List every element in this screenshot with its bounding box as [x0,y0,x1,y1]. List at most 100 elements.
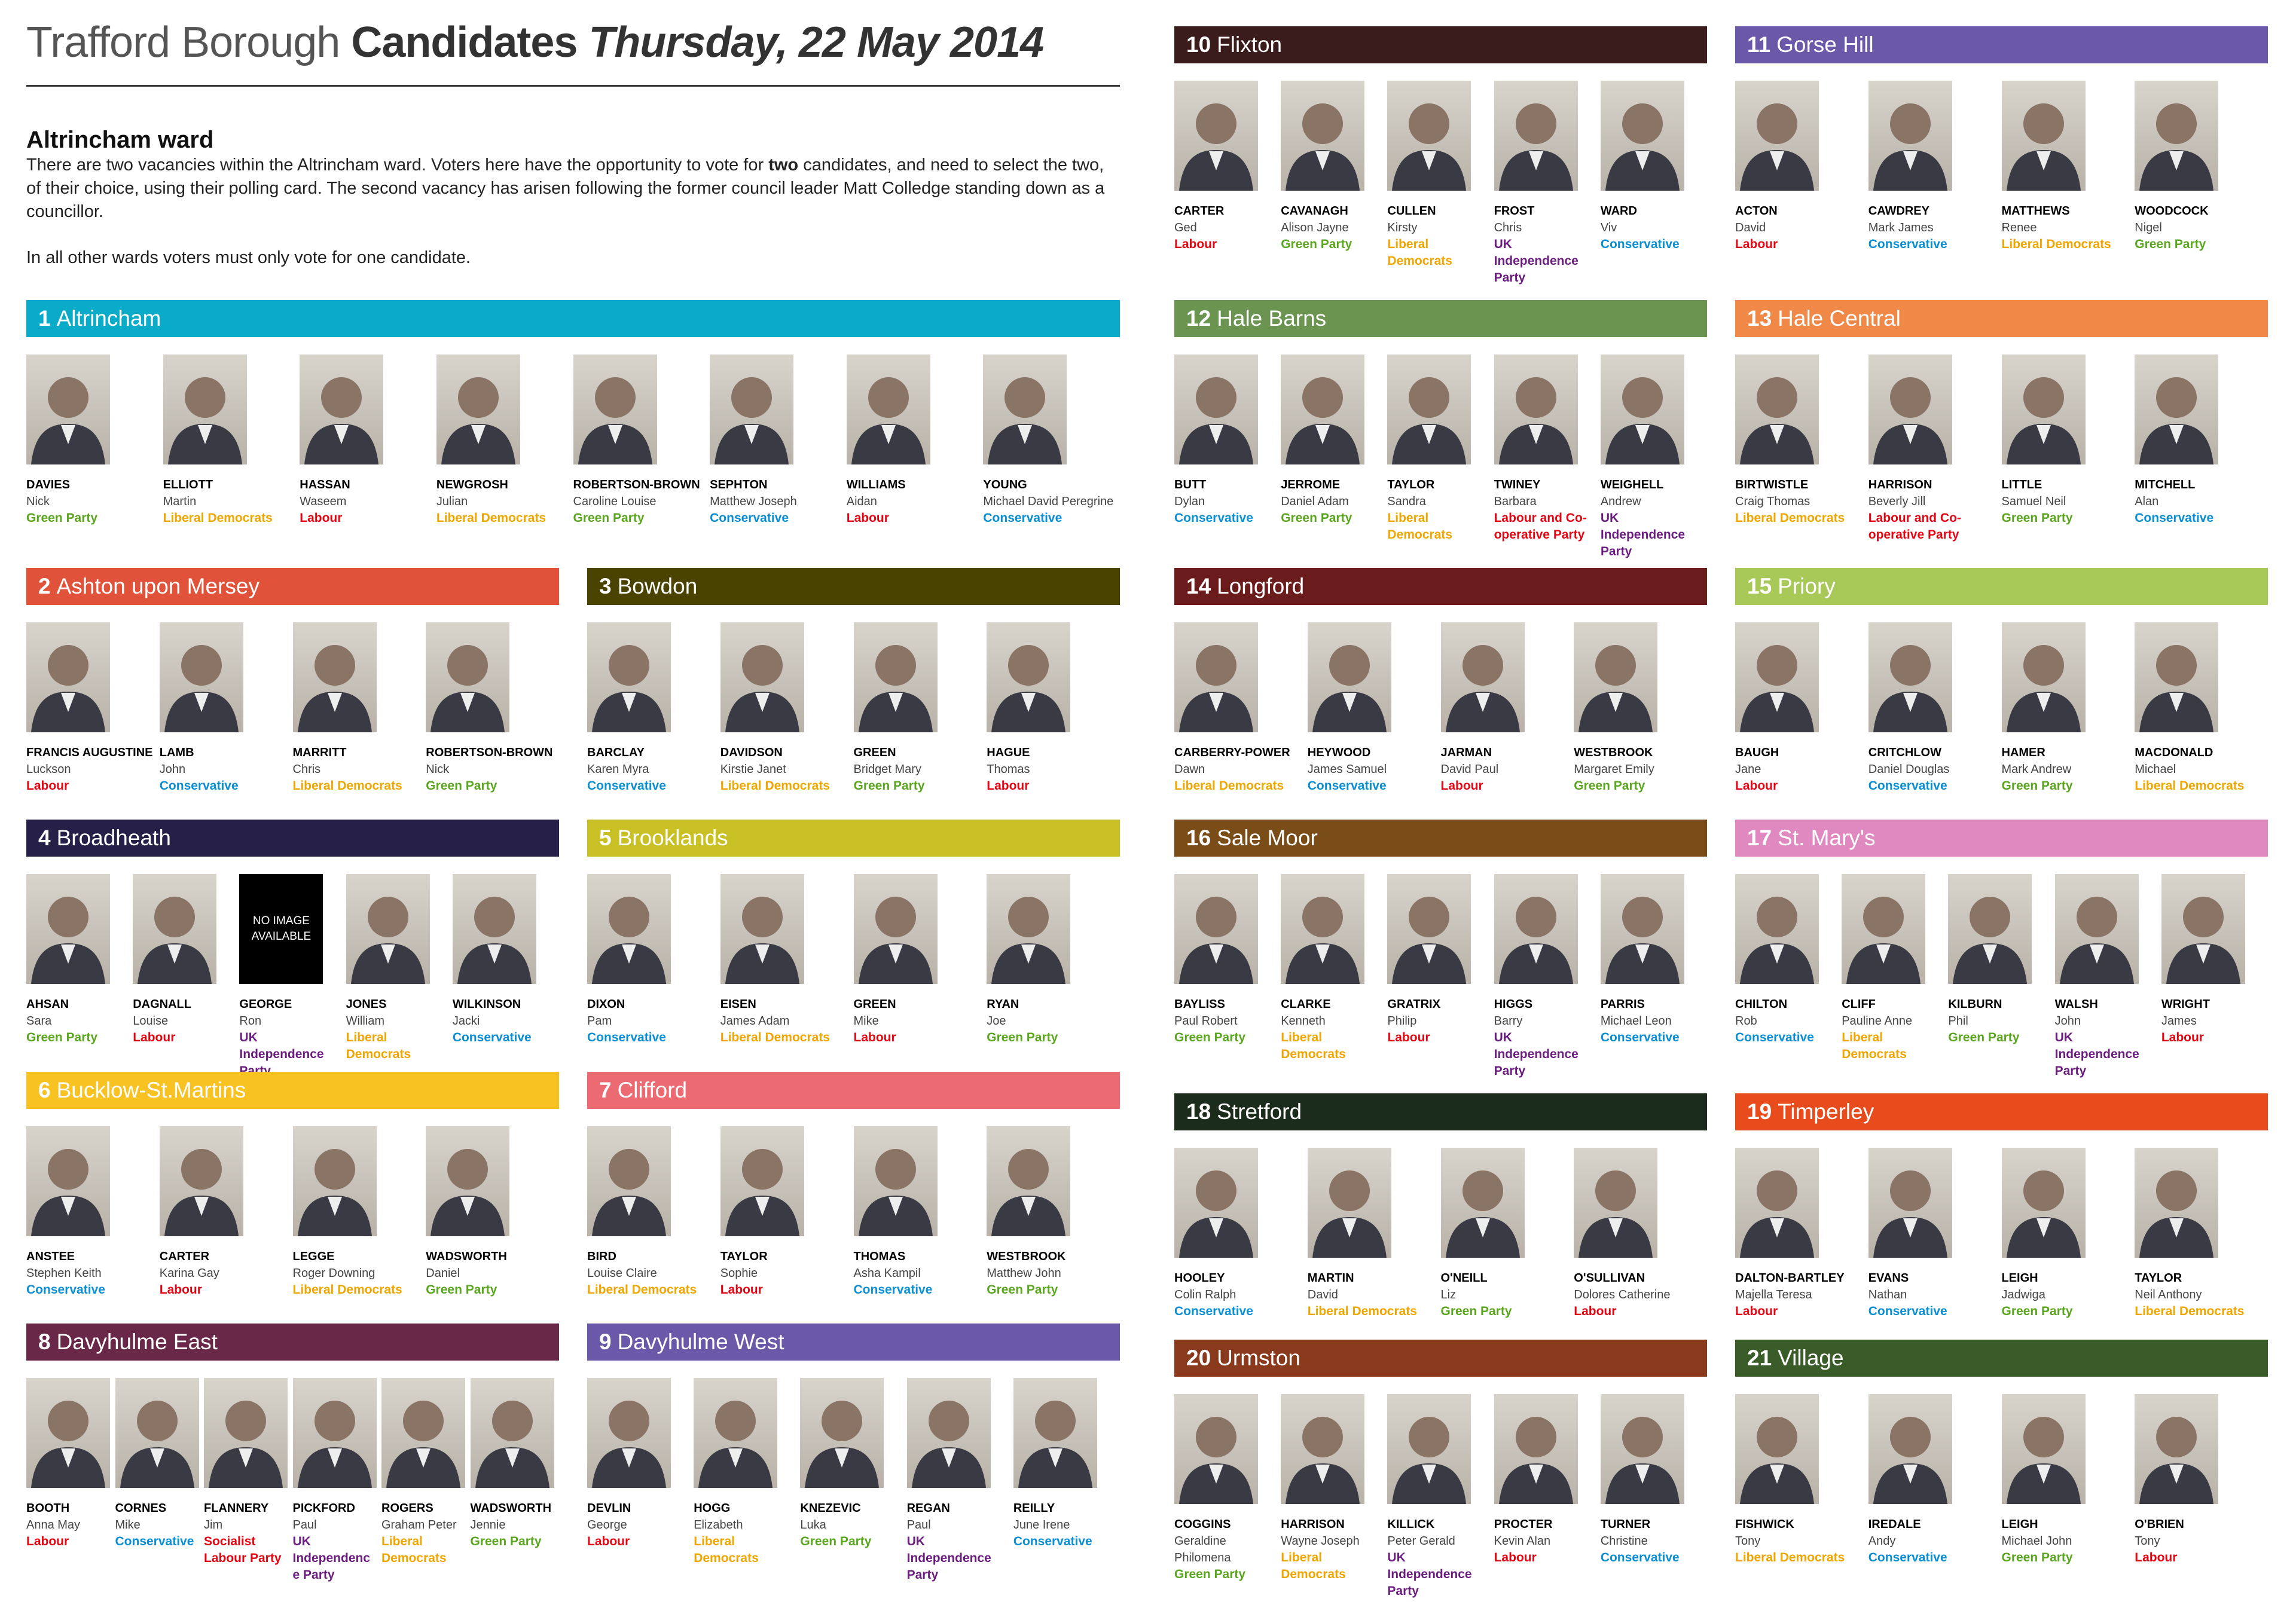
candidate-surname: KNEZEVIC [800,1502,861,1515]
ward-17: 17 St. Mary's CHILTON Rob Conservative CLIFF P… [1735,820,2268,1080]
candidate-surname: FLANNERY [204,1502,269,1515]
candidate: REILLY June Irene Conservative [1013,1378,1120,1584]
candidate-forenames: Ron [239,1014,262,1028]
candidate-photo [983,354,1067,464]
candidate-list: CHILTON Rob Conservative CLIFF Pauline Anne L… [1735,874,2268,1080]
ward-number: 2 [38,574,51,598]
candidate-party: Liberal Democrats [1387,237,1452,268]
candidate-forenames: Louise Claire [587,1267,657,1280]
candidate-surname: ROBERTSON-BROWN [426,746,553,759]
candidate-surname: GREEN [853,746,896,759]
candidate-forenames: Samuel Neil [2001,495,2066,508]
candidate-forenames: Nigel [2135,221,2162,234]
candidate-surname: ROGERS [381,1502,433,1515]
candidate-forenames: Jim [204,1518,223,1532]
candidate-forenames: Daniel [426,1267,460,1280]
candidate-photo [846,354,930,464]
candidate-photo [2135,622,2219,732]
ward-header: 8 Davyhulme East [26,1324,559,1361]
ward-21: 21 Village FISHWICK Tony Liberal Democrats IR… [1735,1340,2268,1566]
candidate-party: Conservative [1174,1304,1253,1318]
ward-7: 7 Clifford BIRD Louise Claire Liberal Democr… [587,1072,1120,1298]
candidate-photo [1600,1394,1684,1504]
candidate-photo [426,1126,510,1236]
candidate: ROBERTSON-BROWN Caroline Louise Green Part… [573,354,710,527]
candidate-party: Green Party [1440,1304,1512,1318]
ward-name: Stretford [1217,1099,1302,1124]
candidate: O'NEILL Liz Green Party [1440,1148,1574,1320]
candidate-forenames: Sophie [720,1267,758,1280]
candidate: LITTLE Samuel Neil Green Party [2001,354,2135,543]
candidate: MARRITT Chris Liberal Democrats [292,622,426,794]
candidate-photo [1440,1148,1525,1258]
candidate: LAMB John Conservative [159,622,293,794]
intro-text-bold: two [768,155,799,175]
ward-16: 16 Sale Moor BAYLISS Paul Robert Green Party… [1174,820,1707,1080]
ward-5: 5 Brooklands DIXON Pam Conservative EISEN Jame… [587,820,1120,1046]
candidate-surname: JONES [346,998,387,1011]
candidate-forenames: Alison Jayne [1281,221,1349,234]
candidate-forenames: Michael Leon [1600,1014,1672,1028]
candidate-photo [452,874,536,984]
candidate-party: Green Party [1574,779,1645,793]
candidate: BUTT Dylan Conservative [1174,354,1281,560]
candidate-forenames: Philip [1387,1014,1417,1028]
candidate: KILLICK Peter Gerald UK Independence Party [1387,1394,1494,1600]
candidate-surname: CARBERRY-POWER [1174,746,1290,759]
candidate-surname: HARRISON [1868,478,1932,491]
candidate-party: Green Party [26,511,98,525]
ward-name: Davyhulme West [617,1329,784,1354]
candidate-party: Labour [587,1535,630,1548]
candidate-photo [1174,622,1258,732]
candidate: DALTON-BARTLEY Majella Teresa Labour [1735,1148,1868,1320]
ward-number: 12 [1186,306,1211,331]
candidate-party: Liberal Democrats [587,1283,697,1297]
candidate-party: Liberal Democrats [1174,779,1284,793]
candidate-photo [1735,874,1819,984]
candidate-photo [1281,874,1365,984]
candidate-surname: WESTBROOK [1574,746,1653,759]
candidate-list: HOOLEY Colin Ralph Conservative MARTIN David… [1174,1148,1707,1320]
candidate-party: UK Independence Party [1494,237,1578,285]
candidate-surname: FISHWICK [1735,1518,1794,1531]
candidate-forenames: Pam [587,1014,612,1028]
ward-number: 14 [1186,574,1211,598]
candidate-surname: O'SULLIVAN [1574,1271,1645,1285]
candidate-surname: CAVANAGH [1281,204,1348,218]
candidate-party: Liberal Democrats [292,779,402,793]
candidate-party: Green Party [1281,237,1352,251]
candidate-forenames: Luka [800,1518,826,1532]
candidate-list: BAUGH Jane Labour CRITCHLOW Daniel Douglas Co… [1735,622,2268,794]
candidate-photo [853,1126,938,1236]
candidate-surname: ELLIOTT [163,478,213,491]
candidate-photo [1735,622,1819,732]
candidate-party: Green Party [426,1283,497,1297]
ward-number: 20 [1186,1346,1211,1370]
candidate-surname: LEIGH [2001,1518,2038,1531]
ward-header: 16 Sale Moor [1174,820,1707,857]
candidate-photo [163,354,247,464]
candidate-party: Green Party [800,1535,872,1548]
candidate-surname: LEGGE [292,1250,335,1263]
candidate-party: Green Party [2001,779,2073,793]
ward-name: Sale Moor [1217,826,1318,850]
candidate-forenames: Joe [987,1014,1006,1028]
candidate-party: Conservative [1600,1031,1680,1044]
candidate-party: Labour [133,1031,176,1044]
candidate-photo [1174,354,1258,464]
candidate-forenames: David [1307,1288,1338,1301]
candidate-party: Labour [26,779,69,793]
candidate-forenames: Phil [1948,1014,1968,1028]
candidate-party: UK Independence Party [1600,511,1686,558]
candidate-surname: WALSH [2054,998,2098,1011]
ward-9: 9 Davyhulme West DEVLIN George Labour HOGG Eli… [587,1324,1120,1584]
candidate-surname: DIXON [587,998,625,1011]
candidate: HARRISON Wayne Joseph Liberal Democrats [1281,1394,1387,1600]
candidate-list: BIRD Louise Claire Liberal Democrats TAYLOR… [587,1126,1120,1298]
candidate-photo [1735,1394,1819,1504]
candidate: WILLIAMS Aidan Labour [846,354,984,527]
candidate-forenames: Nick [26,495,50,508]
ward-number: 9 [599,1329,612,1354]
candidate-forenames: Michael John [2001,1535,2072,1548]
candidate-photo [987,1126,1071,1236]
